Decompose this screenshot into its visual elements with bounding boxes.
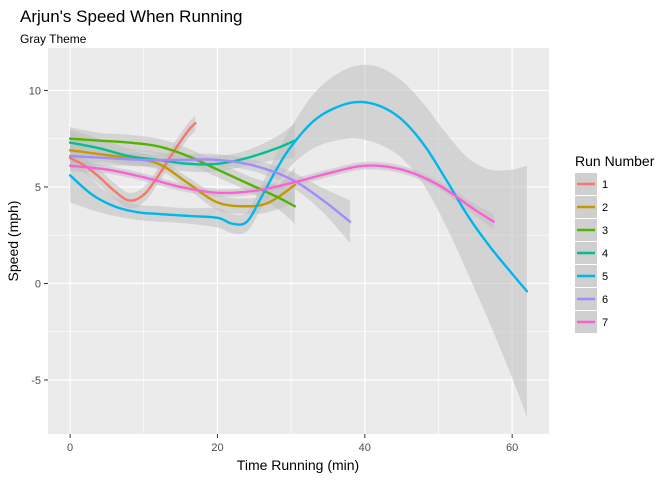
legend-label-run-7: 7 bbox=[602, 317, 608, 329]
x-tick-label: 60 bbox=[506, 442, 518, 454]
legend-label-run-3: 3 bbox=[602, 225, 608, 237]
chart-subtitle: Gray Theme bbox=[20, 32, 87, 46]
series-line-run-2 bbox=[68, 149, 297, 208]
confidence-band-run-1 bbox=[70, 115, 196, 209]
series-line-run-3 bbox=[68, 137, 297, 208]
confidence-band-run-6 bbox=[70, 144, 351, 243]
series-line-run-7 bbox=[68, 164, 495, 223]
x-tick-label: 20 bbox=[211, 442, 223, 454]
legend: 1 2 3 4 5 6 7 bbox=[575, 173, 608, 333]
confidence-band-run-5 bbox=[70, 64, 527, 417]
series-line-run-1 bbox=[68, 122, 197, 202]
legend-label-run-4: 4 bbox=[602, 248, 608, 260]
confidence-band-run-7 bbox=[70, 159, 494, 230]
x-tick-label: 0 bbox=[67, 442, 73, 454]
y-tick-label: 5 bbox=[35, 182, 41, 194]
series-line-layer bbox=[68, 100, 529, 293]
series-line-run-5 bbox=[68, 100, 529, 293]
chart-title: Arjun's Speed When Running bbox=[20, 7, 243, 26]
legend-label-run-2: 2 bbox=[602, 202, 608, 214]
legend-label-run-1: 1 bbox=[602, 179, 608, 191]
legend-title: Run Number bbox=[575, 153, 655, 169]
series-line-run-6 bbox=[68, 154, 352, 223]
y-axis-label: Speed (mph) bbox=[5, 201, 21, 282]
y-tick-label: 10 bbox=[29, 85, 41, 97]
legend-label-run-6: 6 bbox=[602, 294, 608, 306]
legend-label-run-5: 5 bbox=[602, 271, 608, 283]
axis-layer: 0 20 40 60 -5 0 5 10 bbox=[29, 85, 519, 454]
x-tick-label: 40 bbox=[359, 442, 371, 454]
y-tick-label: 0 bbox=[35, 278, 41, 290]
series-line-run-4 bbox=[68, 139, 297, 166]
x-axis-label: Time Running (min) bbox=[237, 457, 359, 473]
y-tick-label: -5 bbox=[31, 375, 41, 387]
